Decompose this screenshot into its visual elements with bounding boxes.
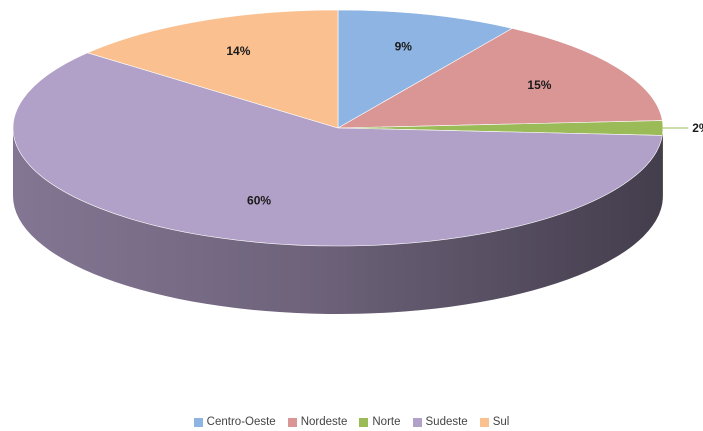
legend-item-sul: Sul (479, 416, 510, 428)
data-label-sudeste: 60% (247, 193, 271, 207)
data-label-norte: 2% (692, 121, 703, 135)
legend-swatch (359, 417, 369, 427)
legend-item-norte: Norte (359, 416, 401, 428)
legend-swatch (193, 417, 203, 427)
legend-item-nordeste: Nordeste (287, 416, 348, 428)
data-label-sul: 14% (226, 44, 250, 58)
legend-label: Sudeste (425, 416, 468, 428)
pie-slice-nordeste (337, 28, 663, 129)
legend-label: Centro-Oeste (206, 416, 276, 428)
legend-label: Sul (492, 416, 510, 428)
pie-slice-centro-oeste (337, 9, 513, 129)
legend-item-centro-oeste: Centro-Oeste (193, 416, 276, 428)
pie-slice-sul (86, 9, 339, 129)
pie-walls (12, 128, 663, 315)
legend-swatch (287, 417, 297, 427)
legend-swatch (412, 417, 422, 427)
data-label-nordeste: 15% (527, 78, 551, 92)
legend-item-sudeste: Sudeste (412, 416, 468, 428)
pie-side-norte (662, 128, 663, 204)
legend-label: Norte (372, 416, 401, 428)
legend-swatch (479, 417, 489, 427)
data-label-centro-oeste: 9% (395, 39, 413, 53)
pie-tops (12, 9, 664, 247)
pie-labels: 9% 15% 2% 60% 14% (226, 39, 703, 207)
legend: Centro-Oeste Nordeste Norte Sudeste Sul (0, 413, 703, 431)
pie-slice-sudeste (12, 52, 663, 247)
legend-label: Nordeste (300, 416, 348, 428)
pie-side-sudeste (12, 128, 663, 315)
